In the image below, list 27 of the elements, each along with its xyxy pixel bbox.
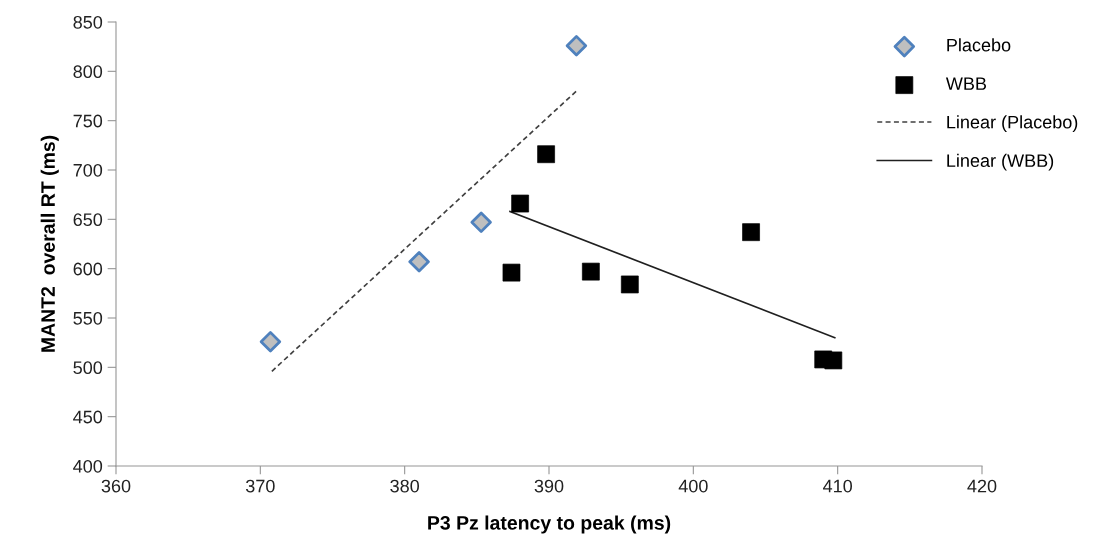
y-tick-label: 750 (73, 114, 103, 128)
x-tick-label: 380 (390, 479, 420, 493)
x-tick-label: 420 (967, 479, 997, 493)
point (565, 34, 588, 57)
y-tick-label: 450 (73, 410, 103, 424)
point (259, 330, 282, 353)
point (408, 251, 430, 273)
legend-label: Linear (Placebo) (947, 115, 1078, 133)
x-tick-label: 390 (534, 479, 564, 493)
y-tick-label: 850 (73, 15, 103, 29)
y-tick-label: 700 (73, 163, 103, 177)
y-tick-label: 500 (73, 361, 103, 375)
x-tick-label: 400 (678, 479, 708, 493)
legend-label: Linear (WBB) (947, 153, 1054, 171)
legend-label: WBB (945, 77, 987, 90)
x-tick-label: 370 (245, 479, 275, 493)
legend-label: Placebo (947, 38, 1011, 52)
y-tick-label: 650 (73, 213, 103, 227)
y-axis-title: MANT2 overall RT (ms) (40, 135, 59, 352)
x-tick-label: 410 (823, 479, 853, 493)
y-tick-label: 600 (73, 262, 103, 276)
y-tick-label: 800 (73, 65, 103, 79)
point (470, 211, 492, 233)
x-tick-label: 360 (101, 479, 131, 493)
y-tick-label: 550 (73, 311, 103, 325)
y-tick-label: 400 (73, 459, 103, 473)
x-axis-title: P3 Pz latency to peak (ms) (428, 515, 671, 534)
